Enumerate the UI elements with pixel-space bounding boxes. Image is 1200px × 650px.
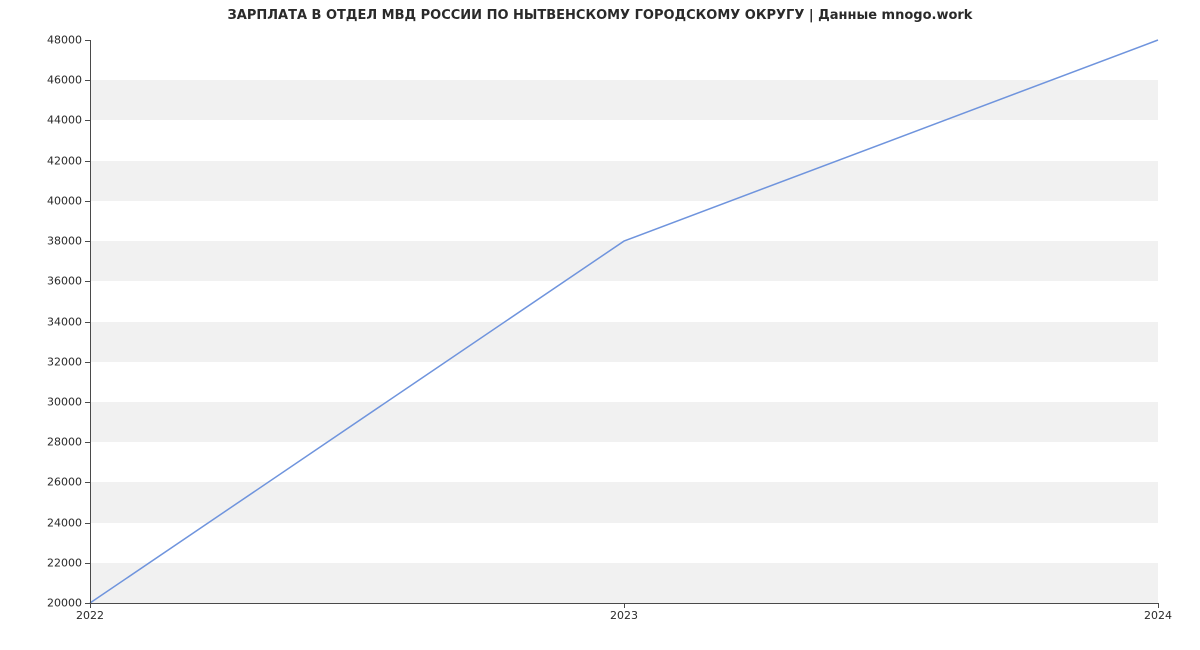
y-tick-label: 22000 <box>47 556 90 569</box>
line-layer <box>90 40 1158 603</box>
y-axis-line <box>90 40 91 603</box>
y-tick-label: 48000 <box>47 34 90 47</box>
y-tick-label: 42000 <box>47 154 90 167</box>
y-tick-label: 30000 <box>47 395 90 408</box>
x-tick-mark <box>1158 603 1159 608</box>
y-tick-label: 38000 <box>47 235 90 248</box>
plot-area: 2000022000240002600028000300003200034000… <box>90 40 1158 603</box>
y-tick-label: 46000 <box>47 74 90 87</box>
y-tick-label: 28000 <box>47 436 90 449</box>
chart-title: ЗАРПЛАТА В ОТДЕЛ МВД РОССИИ ПО НЫТВЕНСКО… <box>0 8 1200 23</box>
x-axis-line <box>90 603 1158 604</box>
y-tick-label: 32000 <box>47 355 90 368</box>
y-tick-label: 24000 <box>47 516 90 529</box>
salary-line-chart: ЗАРПЛАТА В ОТДЕЛ МВД РОССИИ ПО НЫТВЕНСКО… <box>0 0 1200 650</box>
series-line-salary <box>90 40 1158 603</box>
y-tick-label: 44000 <box>47 114 90 127</box>
y-tick-label: 26000 <box>47 476 90 489</box>
y-tick-label: 34000 <box>47 315 90 328</box>
y-tick-label: 40000 <box>47 194 90 207</box>
y-tick-label: 36000 <box>47 275 90 288</box>
